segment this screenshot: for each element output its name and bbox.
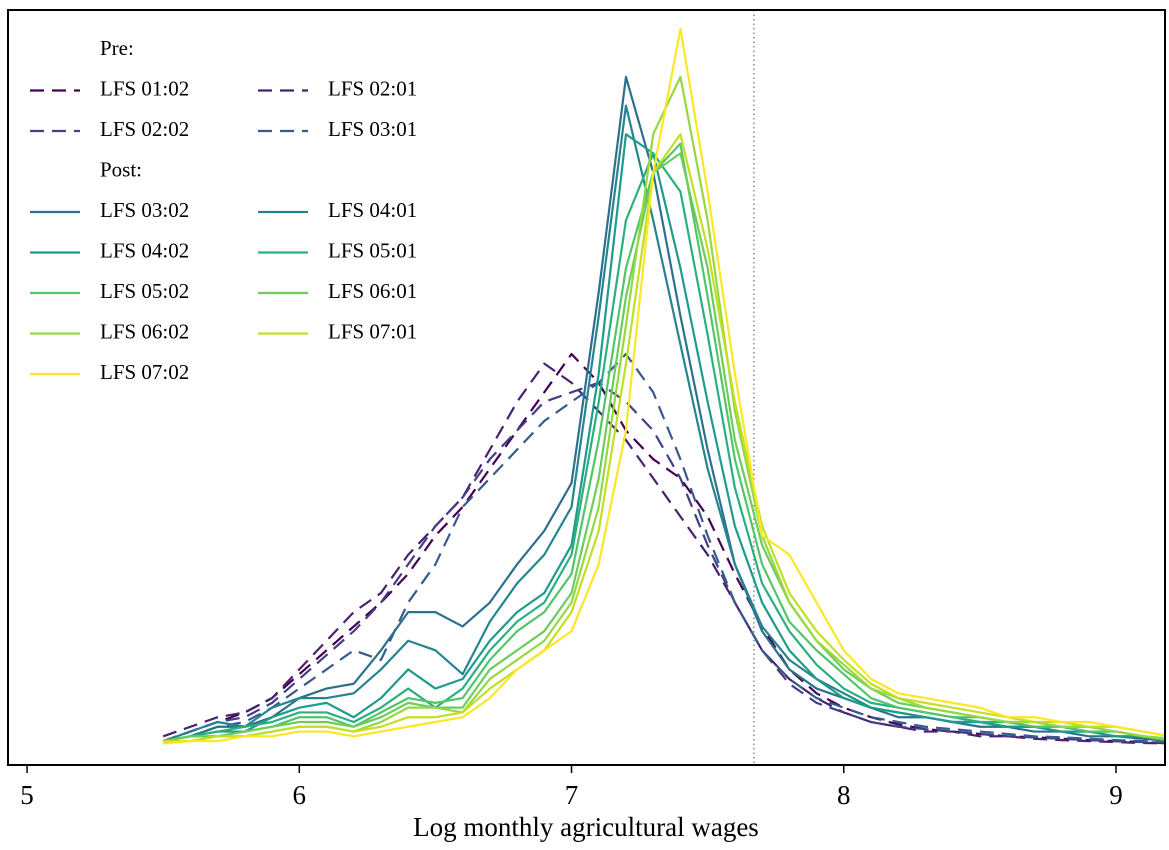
series-line [162,381,1165,744]
series-line [163,133,1165,743]
series-line [162,104,1165,743]
series-line [163,28,1165,745]
legend-label: LFS 01:02 [100,76,189,100]
legend-label: LFS 07:02 [100,360,189,384]
x-tick-label: 6 [293,780,307,810]
x-tick-label: 9 [1109,780,1123,810]
legend-label: LFS 06:02 [100,319,189,343]
series-line [162,133,1165,743]
x-tick-label: 7 [565,780,579,810]
plot-frame [7,9,1166,766]
legend-label: LFS 07:01 [328,319,417,343]
series-line [162,362,1165,745]
legend-label: LFS 05:01 [328,238,417,262]
plot-area [162,10,1165,765]
x-axis-label: Log monthly agricultural wages [413,812,759,842]
legend-label: LFS 03:02 [100,198,189,222]
legend-label: LFS 04:02 [100,238,189,262]
legend-label: LFS 05:02 [100,279,189,303]
series-line [162,75,1165,743]
series-line [162,142,1165,743]
legend-label: LFS 02:01 [328,76,417,100]
legend-label: LFS 03:01 [328,117,417,141]
legend-label: LFS 06:01 [328,279,417,303]
legend-label: LFS 04:01 [328,198,417,222]
series-line [163,75,1165,743]
legend-group-title: Pre: [100,36,134,60]
legend-label: LFS 02:02 [100,117,189,141]
series-line [162,352,1165,743]
x-tick-label: 8 [837,780,851,810]
series-line [162,352,1165,745]
x-tick-label: 5 [20,780,34,810]
legend-group-title: Post: [100,157,142,181]
